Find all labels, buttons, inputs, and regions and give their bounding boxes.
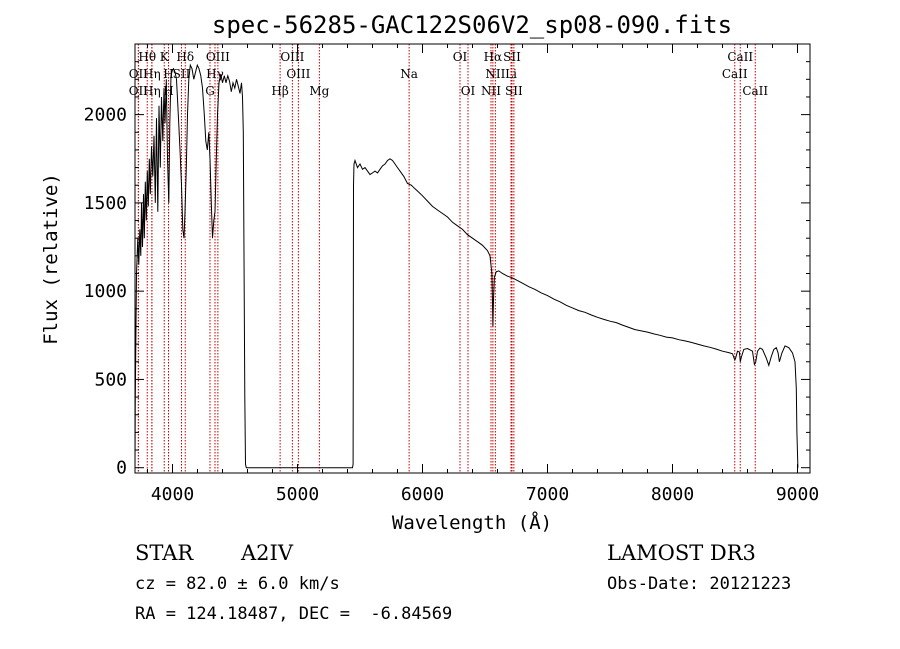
y-tick-label: 1000 xyxy=(84,281,127,302)
y-tick-label: 2000 xyxy=(84,105,127,126)
spectral-line-label: Hβ xyxy=(271,84,288,98)
sky-coordinates: RA = 124.18487, DEC = -6.84569 xyxy=(135,604,452,624)
x-tick-label: 9000 xyxy=(776,484,819,505)
spectral-line-label: CaII xyxy=(727,50,753,64)
x-tick-label: 5000 xyxy=(276,484,319,505)
observation-date: Obs-Date: 20121223 xyxy=(607,574,791,594)
x-tick-label: 4000 xyxy=(151,484,194,505)
spectral-line-label: OIII xyxy=(280,50,304,64)
spectral-line-label: NII xyxy=(485,67,505,81)
x-tick-label: 7000 xyxy=(526,484,569,505)
spectral-line-label: Hθ xyxy=(138,50,156,64)
spectral-line-label: OII xyxy=(129,67,149,81)
spectral-line-label: H xyxy=(163,84,173,98)
spectral-line-label: OI xyxy=(453,50,468,64)
y-axis-label: Flux (relative) xyxy=(40,173,62,345)
spectral-line-label: CaII xyxy=(742,84,768,98)
spectral-line-label: K xyxy=(160,50,170,64)
spectral-line-label: SII xyxy=(173,67,191,81)
spectral-line-label: OIII xyxy=(206,50,230,64)
spectral-line-label: SII xyxy=(505,84,523,98)
series-group xyxy=(134,63,799,469)
x-tick-label: 6000 xyxy=(401,484,444,505)
spectral-line-label: CaII xyxy=(722,67,748,81)
plot-frame xyxy=(134,43,811,474)
spectral-line-label: SII xyxy=(503,50,521,64)
object-subclass: A2IV xyxy=(240,541,294,565)
spectral-line-label: Mg xyxy=(309,84,329,98)
survey-name: LAMOST DR3 xyxy=(607,541,756,565)
spectral-line-label: Hα xyxy=(484,50,503,64)
spectral-line-label: Hη xyxy=(143,84,161,98)
spectral-line-label: Hγ xyxy=(206,67,224,81)
y-tick-label: 0 xyxy=(116,458,127,479)
spectral-line-label: Li xyxy=(505,67,517,81)
y-tick-label: 1500 xyxy=(84,193,127,214)
spectrum-line xyxy=(134,63,799,469)
spectral-line-label: OIII xyxy=(286,67,310,81)
x-tick-label: 8000 xyxy=(651,484,694,505)
spectral-line-label: H xyxy=(163,67,173,81)
x-axis-label: Wavelength (Å) xyxy=(392,511,552,534)
redshift-cz: cz = 82.0 ± 6.0 km/s xyxy=(135,574,340,594)
spectral-line-markers xyxy=(137,44,756,473)
spectral-line-label: Hη xyxy=(143,67,161,81)
spectral-line-label: OII xyxy=(129,84,149,98)
spectral-line-label: NII xyxy=(481,84,501,98)
axis-ticks: 4000 5000 6000 7000 8000 9000 0 500 1000 1500 2000 xyxy=(84,44,819,505)
spectral-line-label: OI xyxy=(461,84,476,98)
spectral-line-label: Na xyxy=(400,67,418,81)
spectral-line-label: Hδ xyxy=(176,50,194,64)
y-tick-label: 500 xyxy=(94,369,127,390)
spectral-line-label: G xyxy=(205,84,215,98)
chart-title: spec-56285-GAC122S06V2_sp08-090.fits xyxy=(212,11,732,39)
object-class: STAR xyxy=(135,541,194,565)
